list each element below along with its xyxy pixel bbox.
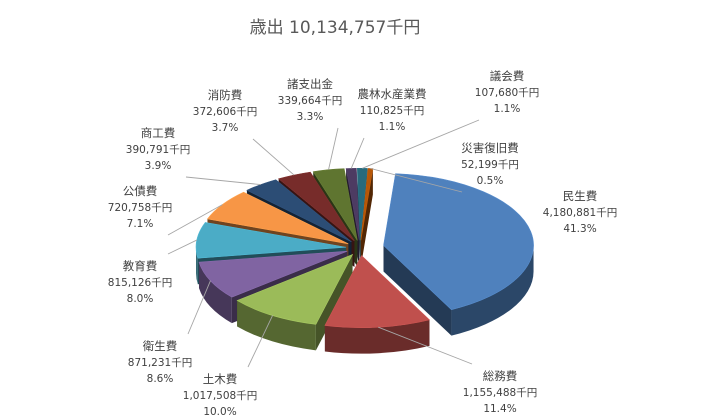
pie-slices	[195, 168, 534, 354]
slice-value: 1,017,508千円	[183, 390, 257, 402]
slice-top	[206, 191, 349, 245]
slice-label: 消防費 372,606千円 3.7%	[193, 88, 295, 176]
slice-side	[196, 247, 198, 285]
slice-percent: 8.0%	[127, 293, 154, 305]
slice-name: 衛生費	[143, 339, 178, 353]
leader-line	[350, 137, 365, 169]
slice-value: 1,155,488千円	[463, 387, 537, 399]
slice-percent: 7.1%	[127, 218, 154, 230]
slice-side	[451, 245, 534, 336]
slice-top	[345, 168, 360, 241]
leader-line	[167, 204, 223, 236]
slice-percent: 8.6%	[147, 373, 174, 385]
slice-top	[277, 171, 355, 242]
slice-top	[312, 168, 358, 241]
slice-percent: 1.1%	[494, 103, 521, 115]
slice-top	[324, 255, 431, 328]
leader-line	[185, 176, 261, 186]
slice-label: 諸支出金 339,664千円 3.3%	[278, 77, 342, 170]
slice-label: 総務費 1,155,488千円 11.4%	[378, 326, 537, 415]
slice-name: 消防費	[208, 88, 243, 102]
slice-percent: 3.9%	[145, 160, 172, 172]
leader-line	[378, 326, 473, 365]
slice-percent: 1.1%	[379, 121, 406, 133]
slice-percent: 3.7%	[212, 122, 239, 134]
slice-value: 110,825千円	[360, 105, 424, 117]
pie-slice	[383, 173, 534, 336]
slice-name: 教育費	[123, 259, 158, 273]
slice-value: 107,680千円	[475, 87, 539, 99]
leader-line	[247, 315, 273, 368]
slice-label: 衛生費 871,231千円 8.6%	[128, 280, 211, 385]
leader-line	[252, 138, 295, 176]
pie-slice	[236, 253, 354, 351]
slice-label: 議会費 107,680千円 1.1%	[362, 69, 539, 169]
slice-name: 農林水産業費	[358, 87, 427, 101]
slice-label: 農林水産業費 110,825千円 1.1%	[350, 87, 427, 169]
slice-wall	[383, 245, 452, 336]
slice-value: 4,180,881千円	[543, 207, 617, 219]
slice-label: 商工費 390,791千円 3.9%	[126, 126, 261, 186]
slice-label: 教育費 815,126千円 8.0%	[108, 239, 198, 305]
slice-label: 民生費 4,180,881千円 41.3%	[543, 189, 617, 235]
slice-side	[324, 319, 430, 354]
slice-name: 議会費	[490, 69, 525, 83]
leader-line	[362, 119, 480, 169]
pie-slice	[324, 255, 431, 354]
slice-name: 土木費	[203, 372, 238, 386]
slice-name: 総務費	[483, 369, 518, 383]
slice-percent: 11.4%	[483, 403, 516, 415]
slice-percent: 3.3%	[297, 111, 324, 123]
slice-label: 土木費 1,017,508千円 10.0%	[183, 315, 273, 418]
slice-label: 公債費 720,758千円 7.1%	[108, 184, 223, 236]
slice-top	[360, 168, 374, 241]
slice-top	[246, 179, 352, 243]
slice-value: 372,606千円	[193, 106, 257, 118]
slice-value: 52,199千円	[461, 159, 519, 171]
pie-slice	[360, 168, 374, 267]
slice-wall	[360, 168, 373, 267]
slice-name: 民生費	[563, 189, 598, 203]
slice-value: 339,664千円	[278, 95, 342, 107]
slice-name: 公債費	[123, 184, 158, 198]
slice-name: 諸支出金	[287, 77, 333, 91]
slice-value: 871,231千円	[128, 357, 192, 369]
slice-value: 815,126千円	[108, 277, 172, 289]
chart-title: 歳出 10,134,757千円	[250, 18, 421, 38]
slice-percent: 10.0%	[203, 406, 236, 418]
leader-line	[328, 127, 339, 170]
slice-value: 390,791千円	[126, 144, 190, 156]
leader-line	[370, 168, 463, 193]
slice-side	[237, 300, 316, 351]
slice-value: 720,758千円	[108, 202, 172, 214]
slice-percent: 41.3%	[563, 223, 596, 235]
leader-line	[167, 239, 198, 255]
slice-top	[383, 173, 534, 310]
pie-labels: 民生費 4,180,881千円 41.3% 総務費 1,155,488千円 11.4% 土木…	[108, 69, 617, 418]
slice-label: 災害復旧費 52,199千円 0.5%	[370, 141, 519, 193]
slice-percent: 0.5%	[477, 175, 504, 187]
slice-name: 災害復旧費	[461, 141, 519, 155]
slice-name: 商工費	[141, 126, 176, 140]
leader-line	[187, 280, 211, 335]
